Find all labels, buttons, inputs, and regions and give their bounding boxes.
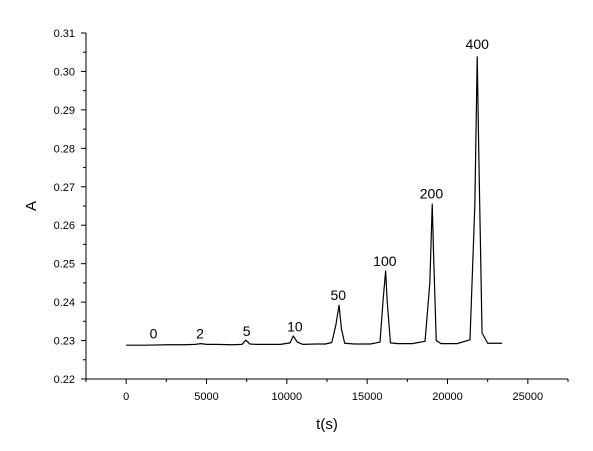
x-tick-label: 25000 bbox=[513, 391, 544, 403]
peak-label: 400 bbox=[466, 36, 490, 52]
x-axis-label: t(s) bbox=[316, 416, 338, 433]
y-tick-label: 0.23 bbox=[54, 336, 75, 348]
peak-label: 200 bbox=[420, 185, 444, 201]
y-tick-label: 0.26 bbox=[54, 220, 75, 232]
x-tick-label: 10000 bbox=[272, 391, 303, 403]
y-tick-label: 0.28 bbox=[54, 143, 75, 155]
y-tick-label: 0.29 bbox=[54, 105, 75, 117]
axes-group bbox=[85, 33, 568, 380]
peak-label: 2 bbox=[196, 326, 204, 342]
labels-group: 0 5000 10000 15000 20000 25000 0.22 0.23 0.24 0.2… bbox=[23, 28, 543, 433]
x-tick-label: 20000 bbox=[432, 391, 463, 403]
absorbance-trace bbox=[126, 56, 503, 346]
x-tick-label: 15000 bbox=[352, 391, 383, 403]
peak-label: 10 bbox=[287, 319, 303, 335]
data-group bbox=[126, 56, 503, 346]
y-tick-label: 0.22 bbox=[54, 374, 75, 386]
x-tick-label: 0 bbox=[123, 391, 129, 403]
ticks-group bbox=[81, 32, 569, 384]
annotation-group: 0 2 5 10 50 100 200 400 bbox=[150, 36, 490, 341]
peak-label: 5 bbox=[243, 323, 251, 339]
y-axis-label: A bbox=[23, 201, 40, 211]
y-tick-label: 0.30 bbox=[54, 66, 75, 78]
peak-label: 100 bbox=[373, 253, 397, 269]
peak-label: 0 bbox=[150, 326, 158, 342]
y-tick-label: 0.24 bbox=[54, 297, 75, 309]
y-tick-label: 0.27 bbox=[54, 182, 75, 194]
x-tick-label: 5000 bbox=[194, 391, 218, 403]
y-tick-label: 0.31 bbox=[54, 28, 75, 40]
peak-label: 50 bbox=[330, 287, 346, 303]
y-tick-label: 0.25 bbox=[54, 259, 75, 271]
